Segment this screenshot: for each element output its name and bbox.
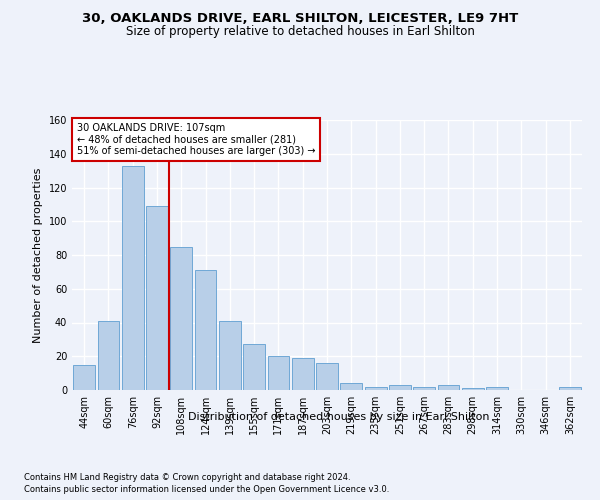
Bar xyxy=(122,166,143,390)
Bar xyxy=(170,246,192,390)
Y-axis label: Number of detached properties: Number of detached properties xyxy=(33,168,43,342)
Bar xyxy=(340,383,362,390)
Bar xyxy=(243,344,265,390)
Bar xyxy=(146,206,168,390)
Bar xyxy=(97,321,119,390)
Bar xyxy=(389,385,411,390)
Text: 30, OAKLANDS DRIVE, EARL SHILTON, LEICESTER, LE9 7HT: 30, OAKLANDS DRIVE, EARL SHILTON, LEICES… xyxy=(82,12,518,26)
Bar xyxy=(462,388,484,390)
Bar xyxy=(292,358,314,390)
Text: 30 OAKLANDS DRIVE: 107sqm
← 48% of detached houses are smaller (281)
51% of semi: 30 OAKLANDS DRIVE: 107sqm ← 48% of detac… xyxy=(77,122,316,156)
Bar xyxy=(437,385,460,390)
Bar xyxy=(365,386,386,390)
Bar xyxy=(316,363,338,390)
Text: Size of property relative to detached houses in Earl Shilton: Size of property relative to detached ho… xyxy=(125,25,475,38)
Text: Distribution of detached houses by size in Earl Shilton: Distribution of detached houses by size … xyxy=(188,412,490,422)
Bar xyxy=(268,356,289,390)
Text: Contains public sector information licensed under the Open Government Licence v3: Contains public sector information licen… xyxy=(24,485,389,494)
Text: Contains HM Land Registry data © Crown copyright and database right 2024.: Contains HM Land Registry data © Crown c… xyxy=(24,472,350,482)
Bar xyxy=(486,386,508,390)
Bar xyxy=(219,321,241,390)
Bar xyxy=(194,270,217,390)
Bar xyxy=(413,386,435,390)
Bar xyxy=(559,386,581,390)
Bar xyxy=(73,364,95,390)
